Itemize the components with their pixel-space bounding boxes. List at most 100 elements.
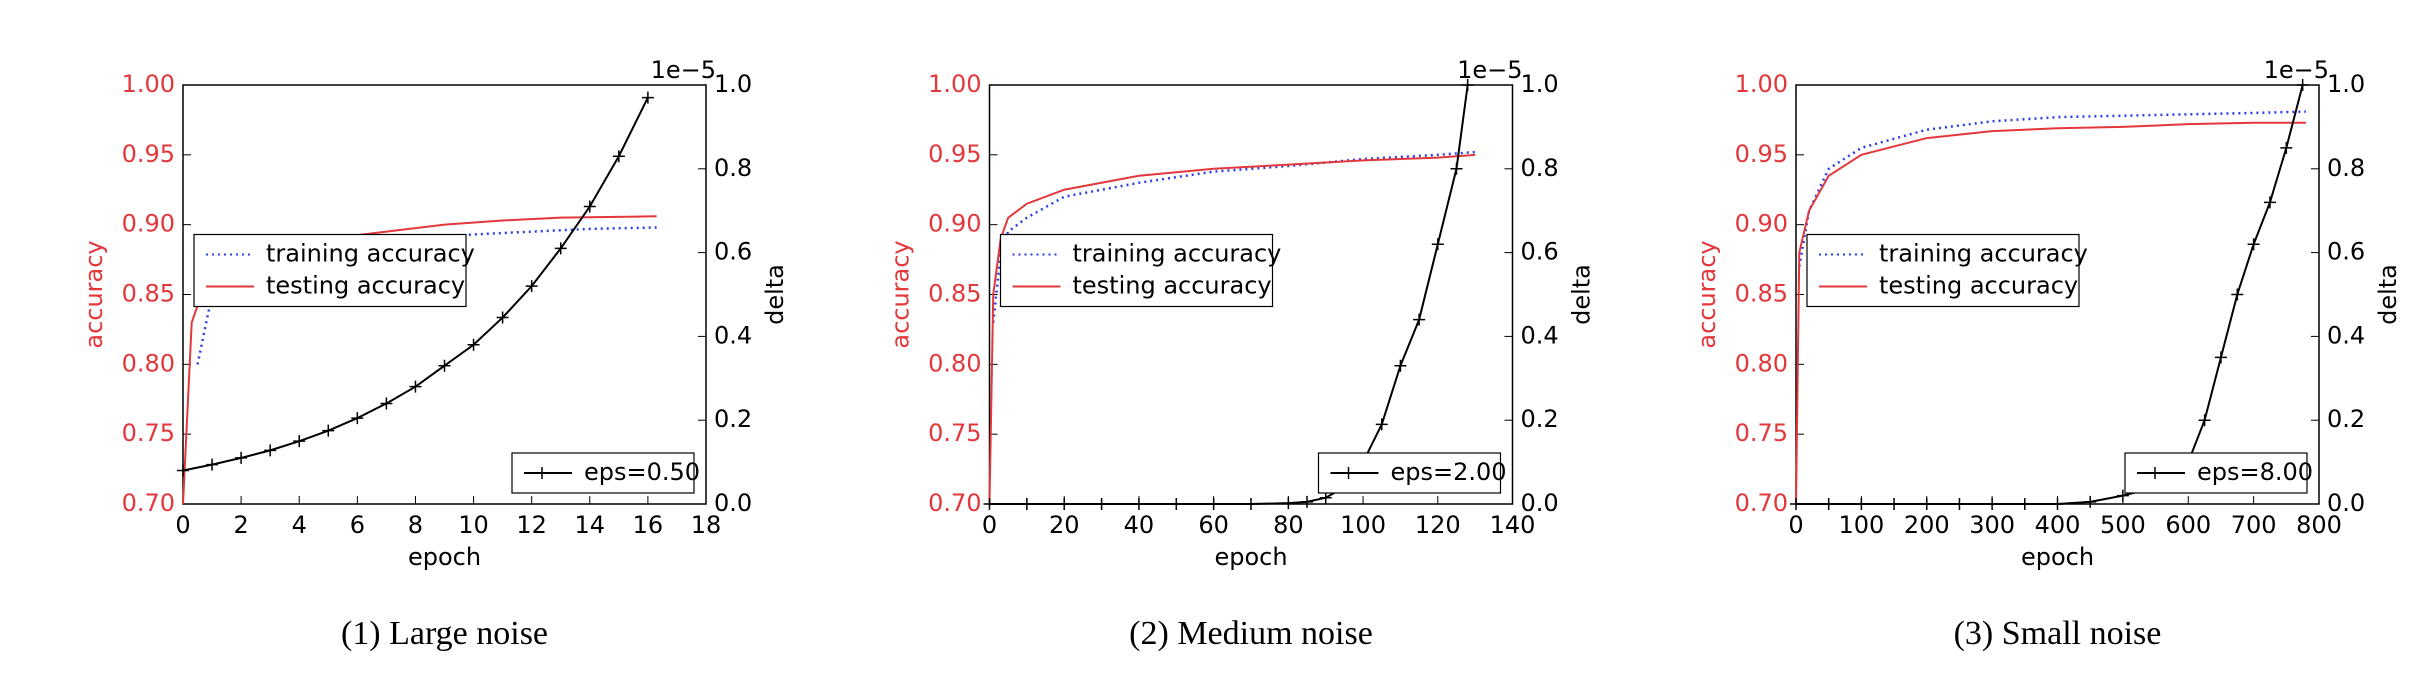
y2-axis-label: delta [2374,264,2402,325]
series-marker [1207,498,1220,510]
series-marker [2018,498,2031,510]
y-tick-label: 0.95 [122,140,175,168]
y-axis-label: accuracy [887,240,915,348]
y2-axis-label: delta [1568,264,1596,325]
x-tick-label: 14 [575,511,606,539]
y2-tick-label: 0.4 [1521,321,1559,349]
x-tick-label: 100 [1340,511,1386,539]
series-marker [1855,498,1868,510]
series-marker [177,464,189,477]
x-tick-label: 100 [1838,511,1884,539]
y-tick-label: 0.80 [1735,349,1788,377]
y-tick-label: 0.85 [122,280,175,308]
subplot: 0 20 40 60 80 100 120 140 0.70 0.75 0.80 0.85 0.90 0.… [887,56,1596,571]
x-tick-label: 500 [2100,511,2146,539]
series-marker [2231,288,2244,301]
y-tick-label: 1.00 [122,70,175,98]
series-marker [1245,498,1257,510]
subplot: 0 2 4 6 8 10 12 14 16 18 0.70 0.75 0.80 0.85 0.90 0.95 1… [80,56,789,571]
x-tick-label: 400 [2035,511,2081,539]
series-marker [612,150,625,163]
y2-tick-label: 0.4 [2327,321,2365,349]
series-marker [1888,498,1901,510]
series-marker [1375,418,1388,431]
y-axis-label: accuracy [1693,240,1721,348]
legend-label: eps=0.50 [584,458,700,486]
series-marker [467,338,480,351]
y2-tick-label: 0.8 [1521,154,1559,182]
series-marker [409,380,422,393]
caption: (3) Small noise [1954,615,2162,652]
legend-marker [536,467,548,479]
x-tick-label: 8 [408,511,423,539]
x-tick-label: 0 [1788,511,1803,539]
x-tick-label: 10 [458,511,489,539]
x-tick-label: 300 [1969,511,2015,539]
x-tick-label: 140 [1490,511,1536,539]
y-tick-label: 0.95 [928,140,981,168]
legend-box [999,233,1274,308]
series-marker [1020,498,1033,510]
legend-marker [1342,467,1355,479]
series-marker [1170,498,1183,510]
series-marker [2263,196,2276,209]
series-marker [1095,498,1108,510]
series-marker [1132,498,1145,510]
y-tick-label: 0.75 [928,419,981,447]
y2-tick-label: 0.0 [714,489,752,517]
legend-label: eps=2.00 [1391,458,1507,486]
series-marker [1986,498,1999,510]
y-axis-label: accuracy [80,240,108,348]
series-marker [1461,79,1474,91]
y2-tick-label: 0.0 [1521,489,1559,517]
legend-label: testing accuracy [266,272,465,300]
series-marker [264,444,277,457]
y2-offset: 1e−5 [651,56,716,84]
series-marker [554,242,567,255]
series-marker [1319,491,1332,504]
series-marker [2296,79,2309,91]
y-tick-label: 1.00 [1735,70,1788,98]
x-tick-label: 6 [350,511,365,539]
y-tick-label: 0.90 [928,210,981,238]
x-tick-label: 2 [233,511,248,539]
series-marker [1953,498,1966,510]
series-marker [1394,359,1407,372]
series-marker [438,359,451,372]
y2-axis-label: delta [761,264,789,325]
series-marker [1450,162,1463,175]
x-tick-label: 800 [2296,511,2342,539]
series-marker [1413,313,1426,326]
legend-label: testing accuracy [1073,272,1272,300]
x-tick-label: 0 [175,511,190,539]
x-axis-label: epoch [408,543,481,571]
series-marker [2116,489,2129,502]
y2-tick-label: 0.0 [2327,489,2365,517]
y2-tick-label: 0.6 [714,238,752,266]
series-marker [641,91,654,104]
series-marker [496,311,509,324]
y-tick-label: 0.70 [928,489,981,517]
x-axis-label: epoch [1214,543,1287,571]
series-marker [235,451,248,464]
x-tick-label: 200 [1904,511,1950,539]
y-tick-label: 0.70 [1735,489,1788,517]
series-marker [1822,498,1835,510]
legend-box [193,233,467,308]
y-tick-label: 1.00 [928,70,981,98]
y2-tick-label: 0.8 [714,154,752,182]
series-marker [1920,498,1933,510]
x-tick-label: 700 [2231,511,2277,539]
y2-tick-label: 0.4 [714,321,752,349]
legend-label: testing accuracy [1879,272,2078,300]
legend-label: eps=8.00 [2197,458,2313,486]
legend-label: training accuracy [1879,240,2088,268]
series-marker [2051,498,2064,510]
y2-tick-label: 0.6 [2327,238,2365,266]
caption: (1) Large noise [341,615,548,652]
y-tick-label: 0.70 [122,489,175,517]
series-marker [1301,495,1314,508]
series-marker [1282,497,1295,510]
x-tick-label: 120 [1415,511,1461,539]
